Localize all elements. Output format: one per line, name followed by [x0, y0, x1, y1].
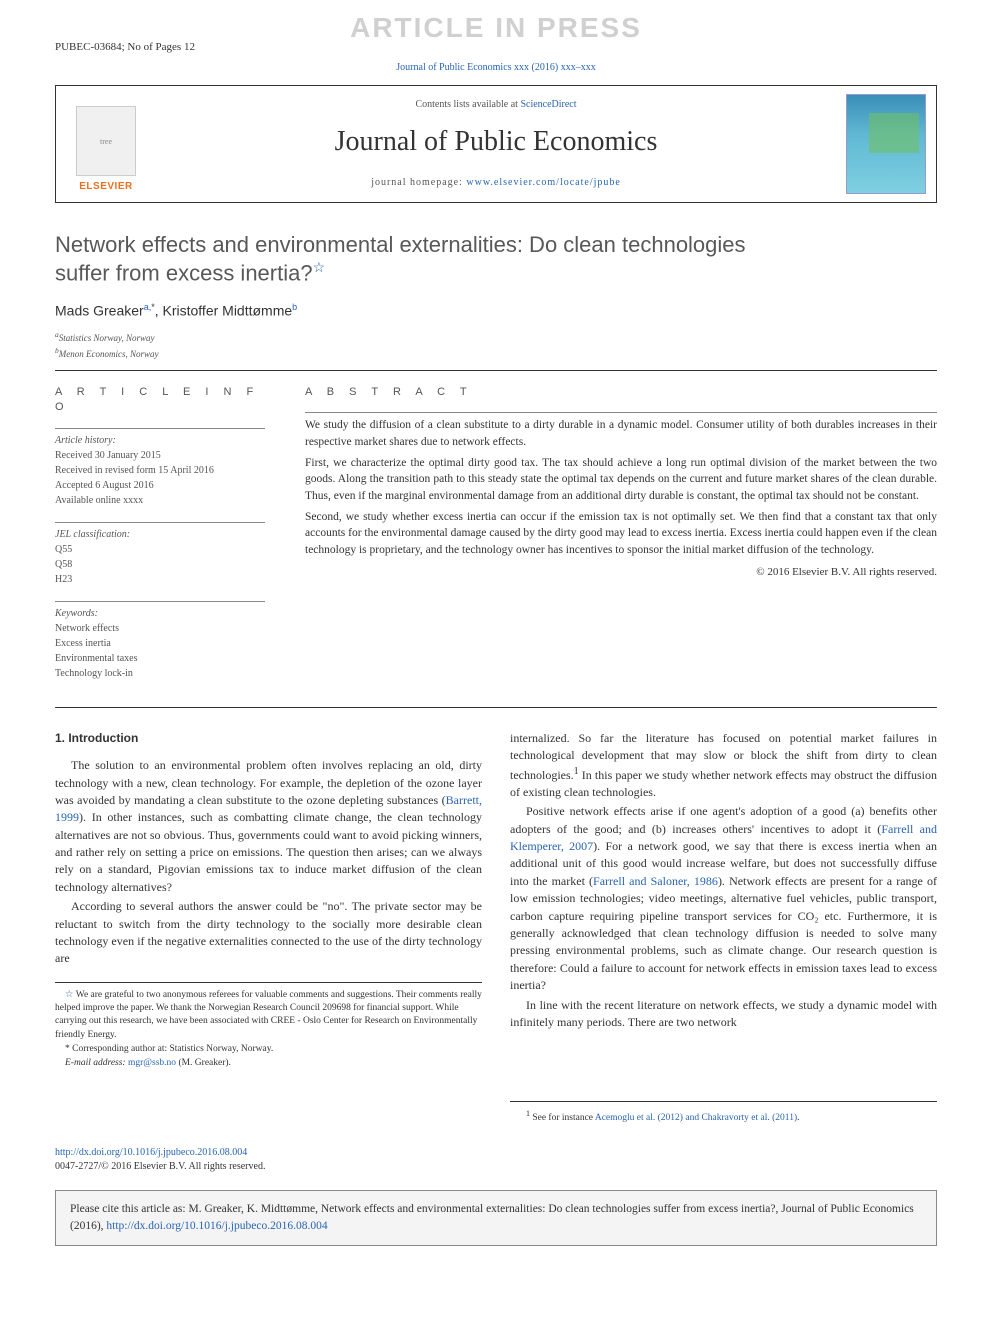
- abstract-p1: We study the diffusion of a clean substi…: [305, 417, 937, 450]
- intro-p1: The solution to an environmental problem…: [55, 757, 482, 896]
- footnote-corresponding: * Corresponding author at: Statistics No…: [55, 1043, 482, 1056]
- abstract-text: We study the diffusion of a clean substi…: [305, 417, 937, 580]
- author-2-affil-sup: b: [292, 302, 297, 312]
- bottom-doi-block: http://dx.doi.org/10.1016/j.jpubeco.2016…: [55, 1146, 937, 1174]
- keyword-4: Technology lock-in: [55, 666, 265, 681]
- rule-above-body: [55, 707, 937, 708]
- intro-p5: In line with the recent literature on ne…: [510, 997, 937, 1032]
- contents-available: Contents lists available at ScienceDirec…: [156, 98, 836, 112]
- page-container: PUBEC-03684; No of Pages 12 Journal of P…: [0, 0, 992, 1266]
- abstract-copyright: © 2016 Elsevier B.V. All rights reserved…: [305, 565, 937, 581]
- intro-p2: According to several authors the answer …: [55, 898, 482, 968]
- keyword-2: Excess inertia: [55, 636, 265, 651]
- jel-code-2: Q58: [55, 557, 265, 572]
- jel-header: JEL classification:: [55, 527, 265, 542]
- authors-line: Mads Greakera,*, Kristoffer Midttømmeb: [55, 301, 937, 321]
- cite-doi-link[interactable]: http://dx.doi.org/10.1016/j.jpubeco.2016…: [106, 1220, 327, 1232]
- abstract-label: A B S T R A C T: [305, 385, 937, 400]
- body-two-column: 1. Introduction The solution to an envir…: [55, 730, 937, 1129]
- email-link[interactable]: mgr@ssb.no: [128, 1058, 176, 1068]
- ref-acemoglu-chakravorty[interactable]: Acemoglu et al. (2012) and Chakravorty e…: [595, 1114, 797, 1124]
- keywords-header: Keywords:: [55, 606, 265, 621]
- top-line: PUBEC-03684; No of Pages 12: [55, 40, 937, 55]
- intro-p3: internalized. So far the literature has …: [510, 730, 937, 802]
- contents-label: Contents lists available at: [415, 99, 520, 110]
- author-2: , Kristoffer Midttømme: [155, 302, 292, 318]
- mini-citation: Journal of Public Economics xxx (2016) x…: [55, 61, 937, 75]
- journal-header-mid: Contents lists available at ScienceDirec…: [156, 86, 836, 202]
- footnote-email: E-mail address: mgr@ssb.no (M. Greaker).: [55, 1057, 482, 1070]
- title-line-1: Network effects and environmental extern…: [55, 232, 746, 257]
- article-id: PUBEC-03684; No of Pages 12: [55, 40, 195, 55]
- title-footnote-star: ☆: [313, 259, 326, 275]
- ref-farrell-saloner-1986[interactable]: Farrell and Saloner, 1986: [593, 874, 718, 888]
- keyword-1: Network effects: [55, 621, 265, 636]
- journal-homepage: journal homepage: www.elsevier.com/locat…: [156, 176, 836, 190]
- history-accepted: Accepted 6 August 2016: [55, 478, 265, 493]
- journal-title: Journal of Public Economics: [156, 122, 836, 161]
- please-cite-box: Please cite this article as: M. Greaker,…: [55, 1190, 937, 1245]
- author-1: Mads Greaker: [55, 302, 144, 318]
- keywords-block: Keywords: Network effects Excess inertia…: [55, 606, 265, 681]
- article-info-col: A R T I C L E I N F O Article history: R…: [55, 385, 265, 695]
- keyword-3: Environmental taxes: [55, 651, 265, 666]
- history-revised: Received in revised form 15 April 2016: [55, 463, 265, 478]
- section-1-heading: 1. Introduction: [55, 730, 482, 747]
- jel-classification: JEL classification: Q55 Q58 H23: [55, 527, 265, 587]
- jel-code-1: Q55: [55, 542, 265, 557]
- footnote-star: ☆ We are grateful to two anonymous refer…: [55, 989, 482, 1042]
- title-line-2: suffer from excess inertia?: [55, 260, 313, 285]
- history-online: Available online xxxx: [55, 493, 265, 508]
- publisher-name: ELSEVIER: [79, 180, 132, 194]
- elsevier-tree-icon: tree: [76, 106, 136, 176]
- abstract-p2: First, we characterize the optimal dirty…: [305, 455, 937, 505]
- footnote-1: 1 See for instance Acemoglu et al. (2012…: [510, 1108, 937, 1126]
- doi-link[interactable]: http://dx.doi.org/10.1016/j.jpubeco.2016…: [55, 1147, 247, 1158]
- history-header: Article history:: [55, 433, 265, 448]
- article-title: Network effects and environmental extern…: [55, 231, 937, 286]
- jel-code-3: H23: [55, 572, 265, 587]
- abstract-p3: Second, we study whether excess inertia …: [305, 509, 937, 559]
- footnotes-right: 1 See for instance Acemoglu et al. (2012…: [510, 1101, 937, 1126]
- sciencedirect-link[interactable]: ScienceDirect: [520, 99, 576, 110]
- homepage-link[interactable]: www.elsevier.com/locate/jpube: [466, 177, 620, 188]
- info-abstract-row: A R T I C L E I N F O Article history: R…: [55, 385, 937, 695]
- journal-header-box: tree ELSEVIER Contents lists available a…: [55, 85, 937, 203]
- mini-citation-link[interactable]: Journal of Public Economics xxx (2016) x…: [396, 62, 595, 73]
- history-received: Received 30 January 2015: [55, 448, 265, 463]
- homepage-label: journal homepage:: [371, 177, 466, 188]
- journal-cover-thumb: [846, 94, 926, 194]
- article-info-label: A R T I C L E I N F O: [55, 385, 265, 416]
- affiliation-a: aStatistics Norway, Norway: [55, 329, 937, 346]
- abstract-col: A B S T R A C T We study the diffusion o…: [305, 385, 937, 695]
- article-history: Article history: Received 30 January 201…: [55, 433, 265, 508]
- affiliations: aStatistics Norway, Norway bMenon Econom…: [55, 329, 937, 362]
- intro-p4: Positive network effects arise if one ag…: [510, 803, 937, 994]
- footnotes-left: ☆ We are grateful to two anonymous refer…: [55, 982, 482, 1071]
- affiliation-b: bMenon Economics, Norway: [55, 345, 937, 362]
- publisher-cell: tree ELSEVIER: [56, 86, 156, 202]
- rule-above-info: [55, 370, 937, 371]
- issn-copyright: 0047-2727/© 2016 Elsevier B.V. All right…: [55, 1160, 937, 1174]
- cover-cell: [836, 86, 936, 202]
